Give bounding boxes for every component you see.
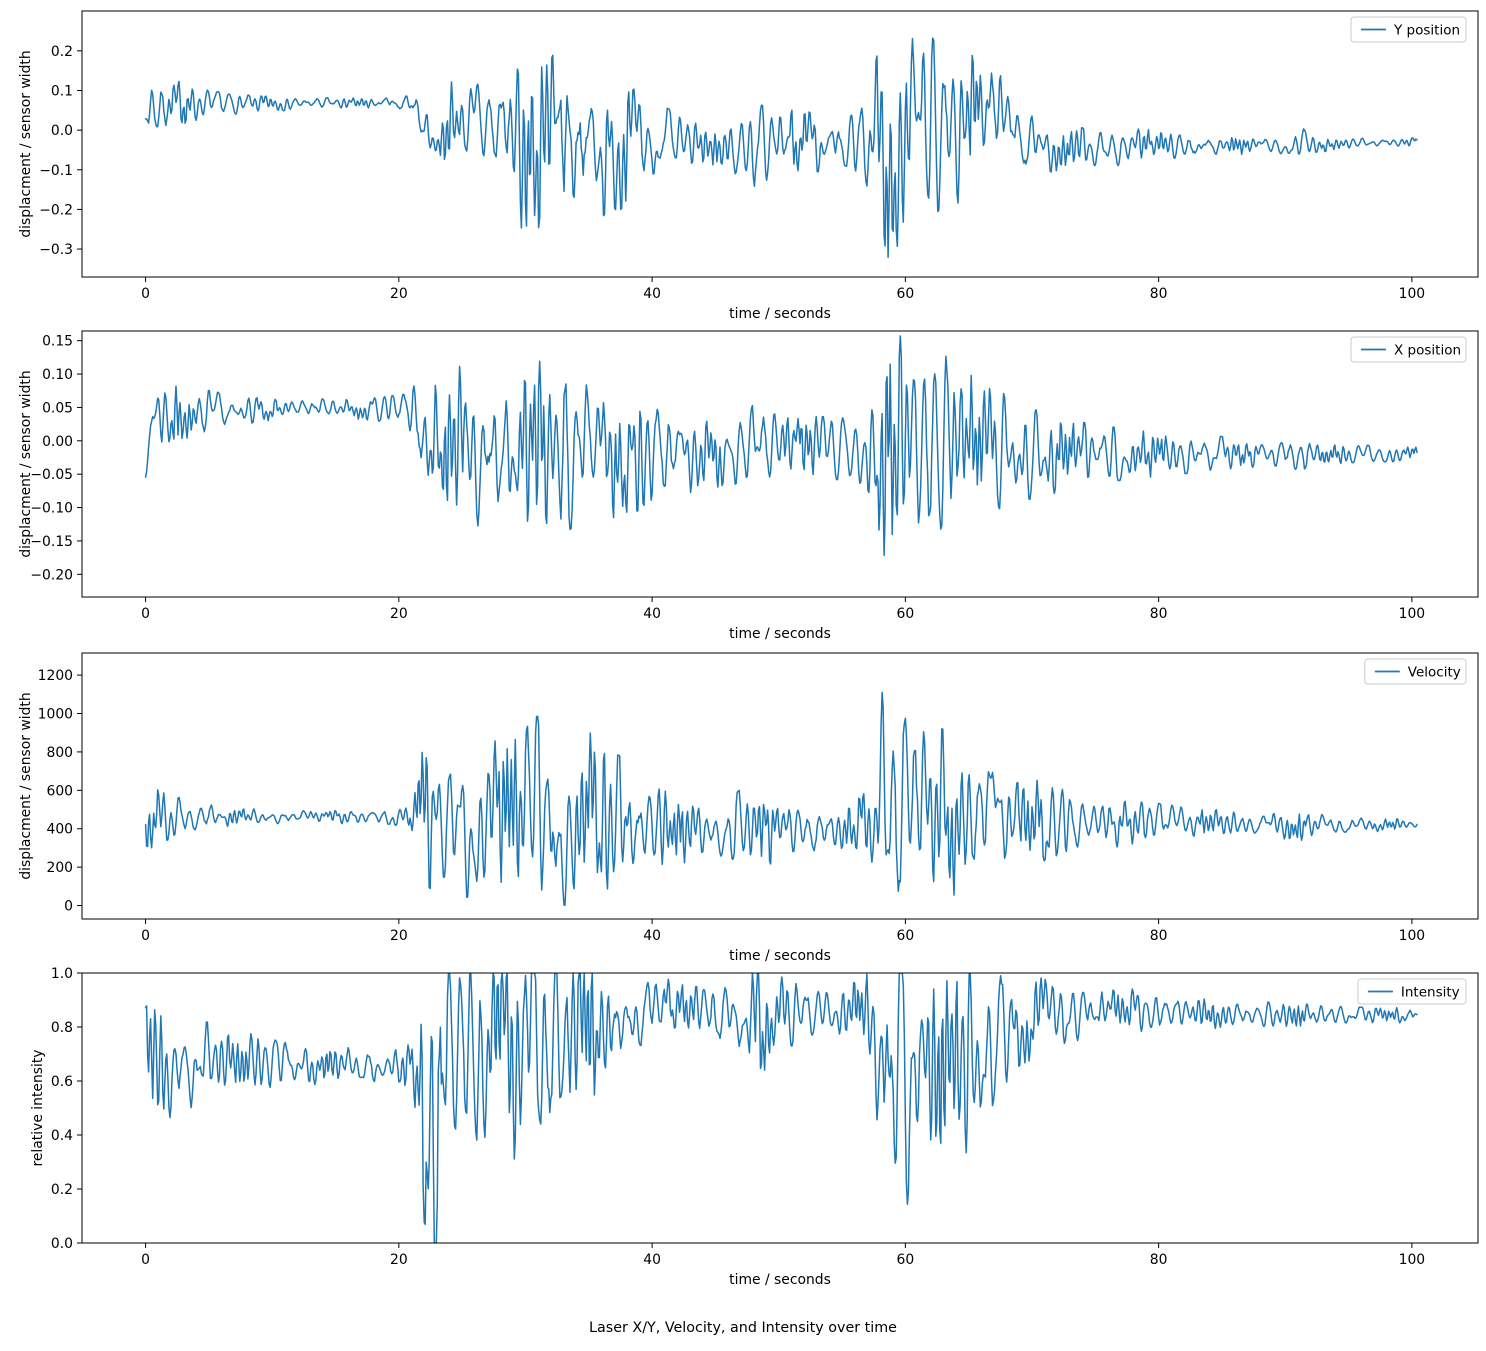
y-tick-label: −0.15 <box>30 534 73 550</box>
y-tick-label: −0.1 <box>39 163 73 179</box>
x-tick-label: 20 <box>390 1252 408 1268</box>
x-tick-label: 40 <box>643 286 661 302</box>
y-tick-label: 1.0 <box>51 966 73 982</box>
x-axis-label: time / seconds <box>729 948 831 964</box>
chart-y-position: 0 20 40 60 80 100 0.2 0.1 0.0 −0.1 −0.2 −0.3 time / … <box>18 10 1479 322</box>
legend-intensity: Intensity <box>1357 978 1467 1005</box>
x-tick-label: 60 <box>897 928 915 944</box>
legend-label: Velocity <box>1408 665 1461 681</box>
legend-label: Intensity <box>1401 985 1460 1001</box>
x-tick-label: 100 <box>1399 928 1426 944</box>
y-tick-label: 800 <box>46 745 73 761</box>
x-tick-label: 0 <box>141 606 150 622</box>
y-tick-label: −0.2 <box>39 202 73 218</box>
x-tick-label: 80 <box>1150 286 1168 302</box>
legend-frame <box>1364 658 1467 685</box>
y-axis-label: displacment / sensor width <box>18 50 34 237</box>
x-tick-label: 20 <box>390 606 408 622</box>
y-tick-label: 0.15 <box>42 334 73 350</box>
x-tick-label: 40 <box>643 606 661 622</box>
y-tick-label: 0.4 <box>51 1128 73 1144</box>
axes-frame <box>81 330 1479 598</box>
y-tick-label: −0.05 <box>30 467 73 483</box>
legend-label: X position <box>1394 343 1461 359</box>
charts-canvas: 0 20 40 60 80 100 0.2 0.1 0.0 −0.1 −0.2 −0.3 time / … <box>18 10 1479 1288</box>
x-tick-label: 60 <box>897 606 915 622</box>
series-line-x-position <box>144 335 1418 557</box>
y-tick-label: 1200 <box>38 668 73 684</box>
y-tick-label: 1000 <box>38 706 73 722</box>
y-tick-label: 0.2 <box>51 44 73 60</box>
y-tick-label: 0.0 <box>51 1236 73 1252</box>
y-axis-label: displacment / sensor width <box>18 692 34 879</box>
figure-title: Laser X/Y, Velocity, and Intensity over … <box>589 1320 897 1336</box>
x-tick-label: 100 <box>1399 286 1426 302</box>
axes-frame <box>81 652 1479 920</box>
x-tick-label: 0 <box>141 928 150 944</box>
legend-velocity: Velocity <box>1364 658 1467 685</box>
legend-frame <box>1350 16 1467 43</box>
chart-x-position: 0 20 40 60 80 100 0.15 0.10 0.05 0.00 −0.05 −0.10 −0… <box>18 330 1479 642</box>
chart-intensity: 0 20 40 60 80 100 1.0 0.8 0.6 0.4 0.2 0.0 time / sec… <box>30 966 1479 1288</box>
x-tick-label: 0 <box>141 1252 150 1268</box>
x-tick-label: 100 <box>1399 606 1426 622</box>
x-tick-label: 0 <box>141 286 150 302</box>
x-tick-label: 20 <box>390 928 408 944</box>
legend-x-position: X position <box>1350 336 1467 363</box>
y-tick-label: 0.6 <box>51 1074 73 1090</box>
y-axis-label: relative intensity <box>30 1049 46 1166</box>
x-tick-label: 60 <box>897 286 915 302</box>
y-tick-label: −0.20 <box>30 567 73 583</box>
y-tick-label: 0.2 <box>51 1182 73 1198</box>
y-tick-label: 0.1 <box>51 83 73 99</box>
legend-frame <box>1357 978 1467 1005</box>
y-tick-label: −0.3 <box>39 242 73 258</box>
y-tick-label: −0.10 <box>30 501 73 517</box>
x-axis-label: time / seconds <box>729 626 831 642</box>
x-tick-label: 40 <box>643 928 661 944</box>
axes-frame <box>81 10 1479 278</box>
x-tick-label: 80 <box>1150 606 1168 622</box>
legend-y-position: Y position <box>1350 16 1467 43</box>
x-axis-label: time / seconds <box>729 306 831 322</box>
legend-label: Y position <box>1393 23 1460 39</box>
y-tick-label: 200 <box>46 860 73 876</box>
series-line-y-position <box>144 37 1418 259</box>
y-tick-label: 0.8 <box>51 1020 73 1036</box>
x-tick-label: 80 <box>1150 1252 1168 1268</box>
series-line-intensity <box>144 973 1418 1243</box>
x-tick-label: 80 <box>1150 928 1168 944</box>
legend-frame <box>1350 336 1467 363</box>
y-tick-label: 600 <box>46 783 73 799</box>
y-tick-label: 400 <box>46 822 73 838</box>
y-tick-label: 0.05 <box>42 400 73 416</box>
x-tick-label: 100 <box>1399 1252 1426 1268</box>
y-axis-label: displacment / sensor width <box>18 370 34 557</box>
series-line-velocity <box>144 691 1418 906</box>
x-tick-label: 60 <box>897 1252 915 1268</box>
x-axis-label: time / seconds <box>729 1272 831 1288</box>
y-tick-label: 0.0 <box>51 123 73 139</box>
y-tick-label: 0.10 <box>42 367 73 383</box>
x-tick-label: 40 <box>643 1252 661 1268</box>
y-tick-label: 0 <box>64 899 73 915</box>
axes-frame <box>81 972 1479 1244</box>
x-tick-label: 20 <box>390 286 408 302</box>
y-tick-label: 0.00 <box>42 434 73 450</box>
